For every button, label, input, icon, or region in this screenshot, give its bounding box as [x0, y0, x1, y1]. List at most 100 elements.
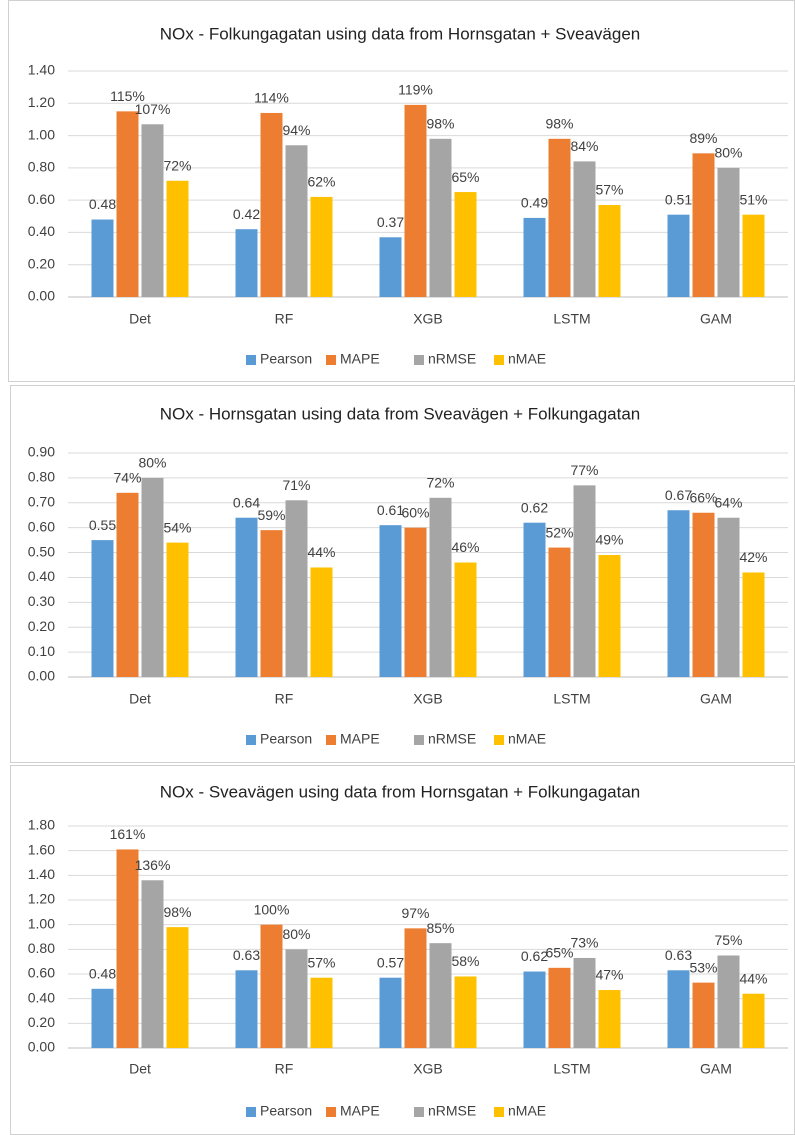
- bar: [235, 229, 258, 297]
- legend-swatch: [414, 1107, 424, 1117]
- bar: [141, 477, 164, 677]
- y-tick-label: 0.60: [28, 191, 55, 207]
- data-label: 65%: [545, 945, 573, 961]
- bar: [310, 567, 333, 677]
- bar: [692, 982, 715, 1048]
- data-label: 72%: [163, 157, 191, 173]
- data-label: 119%: [398, 82, 433, 98]
- y-tick-label: 0.00: [28, 288, 55, 304]
- bar: [166, 927, 189, 1048]
- data-label: 0.42: [233, 206, 260, 222]
- y-tick-label: 0.80: [28, 469, 55, 485]
- data-label: 71%: [282, 477, 310, 493]
- y-tick-label: 1.60: [28, 841, 55, 857]
- x-tick-label: LSTM: [553, 1061, 590, 1077]
- legend-label: Pearson: [260, 1103, 312, 1119]
- y-tick-label: 0.50: [28, 543, 55, 559]
- chart-frame: [8, 0, 795, 382]
- data-label: 0.61: [377, 502, 404, 518]
- legend-label: nMAE: [508, 1103, 546, 1119]
- bar: [667, 970, 690, 1048]
- bar: [667, 214, 690, 297]
- data-label: 161%: [110, 826, 146, 842]
- y-tick-label: 0.40: [28, 989, 55, 1005]
- x-tick-label: GAM: [700, 691, 732, 707]
- y-tick-label: 1.00: [28, 126, 55, 142]
- legend-label: nRMSE: [428, 1103, 476, 1119]
- bar: [260, 112, 283, 297]
- legend-label: nMAE: [508, 731, 546, 747]
- bar: [742, 214, 765, 297]
- data-label: 0.48: [89, 196, 116, 212]
- bar: [429, 138, 452, 297]
- data-label: 80%: [282, 926, 310, 942]
- data-label: 115%: [110, 88, 145, 104]
- bar: [116, 849, 139, 1048]
- data-label: 80%: [138, 455, 166, 471]
- bar: [116, 492, 139, 677]
- bar: [548, 547, 571, 677]
- bar: [141, 880, 164, 1048]
- data-label: 57%: [307, 954, 335, 970]
- y-tick-label: 0.30: [28, 593, 55, 609]
- data-label: 44%: [739, 970, 767, 986]
- legend-swatch: [414, 355, 424, 365]
- legend-label: MAPE: [340, 1103, 380, 1119]
- chart-title: NOx - Folkungagatan using data from Horn…: [160, 24, 641, 43]
- chart-frame: [10, 385, 795, 763]
- x-tick-label: GAM: [700, 1061, 732, 1077]
- data-label: 0.64: [233, 494, 260, 510]
- legend-label: nRMSE: [428, 351, 476, 367]
- legend-label: Pearson: [260, 351, 312, 367]
- chart-title: NOx - Sveavägen using data from Hornsgat…: [160, 782, 641, 801]
- bar: [598, 204, 621, 297]
- data-label: 0.62: [521, 948, 548, 964]
- data-label: 52%: [545, 524, 573, 540]
- bar: [310, 196, 333, 297]
- data-label: 42%: [739, 549, 767, 565]
- bar: [692, 512, 715, 677]
- legend-swatch: [246, 1107, 256, 1117]
- data-label: 0.57: [377, 954, 404, 970]
- y-tick-label: 0.80: [28, 159, 55, 175]
- bar: [717, 167, 740, 297]
- bar: [379, 977, 402, 1048]
- data-label: 0.51: [665, 191, 692, 207]
- data-label: 136%: [135, 857, 171, 873]
- x-tick-label: XGB: [413, 311, 443, 327]
- x-tick-label: Det: [129, 1061, 151, 1077]
- bar: [454, 562, 477, 677]
- bar: [91, 219, 114, 297]
- data-label: 44%: [307, 544, 335, 560]
- bar: [116, 111, 139, 297]
- bar: [404, 928, 427, 1048]
- data-label: 49%: [595, 532, 623, 548]
- bar: [235, 517, 258, 677]
- y-tick-label: 0.40: [28, 223, 55, 239]
- data-label: 47%: [595, 967, 623, 983]
- bar: [429, 497, 452, 677]
- bar: [260, 924, 283, 1048]
- y-tick-label: 0.80: [28, 940, 55, 956]
- data-label: 85%: [426, 920, 454, 936]
- bar: [742, 993, 765, 1048]
- data-label: 64%: [714, 494, 742, 510]
- bar: [379, 525, 402, 677]
- bar: [742, 572, 765, 677]
- bar: [454, 192, 477, 297]
- data-label: 66%: [689, 489, 717, 505]
- data-label: 53%: [689, 959, 717, 975]
- x-tick-label: LSTM: [553, 311, 590, 327]
- data-label: 75%: [714, 932, 742, 948]
- data-label: 58%: [451, 953, 479, 969]
- legend-label: MAPE: [340, 351, 380, 367]
- bar: [260, 530, 283, 677]
- y-tick-label: 0.60: [28, 518, 55, 534]
- x-tick-label: RF: [275, 1061, 294, 1077]
- data-label: 54%: [163, 519, 191, 535]
- bar: [91, 988, 114, 1048]
- bar: [285, 145, 308, 297]
- data-label: 98%: [545, 116, 573, 132]
